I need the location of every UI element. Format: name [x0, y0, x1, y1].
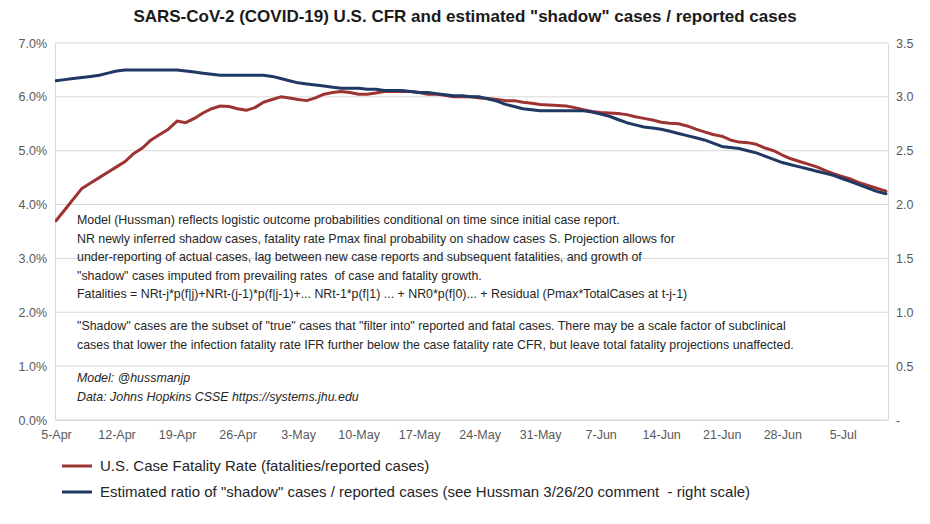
- tick: 17-May: [399, 420, 441, 442]
- annotation: under-reporting of actual cases, lag bet…: [77, 250, 642, 264]
- tick: 5.0%: [19, 144, 56, 158]
- y2ticks-axis-line: [888, 44, 889, 421]
- tick: 3.0%: [19, 252, 56, 266]
- tick-label: 3.0: [896, 90, 913, 104]
- tick-label: 10-May: [338, 428, 380, 442]
- tick-label: 2.5: [896, 144, 913, 158]
- tick: 3.5: [888, 37, 913, 51]
- tick: -: [888, 414, 900, 428]
- tick: 1.0: [888, 306, 913, 320]
- grid: [55, 43, 888, 420]
- annotation: Fatalities = NRt-j*p(f|j)+NRt-(j-1)*p(f|…: [77, 287, 687, 301]
- tick: 21-Jun: [703, 420, 741, 442]
- grid-line: [55, 366, 888, 367]
- tick-label: 2.0%: [19, 306, 48, 320]
- tick-label: 3.5: [896, 37, 913, 51]
- tick: 19-Apr: [159, 420, 197, 442]
- tick: 26-Apr: [219, 420, 257, 442]
- legend-swatch: [62, 491, 92, 494]
- background: [0, 0, 930, 524]
- tick-label: 3-May: [281, 428, 316, 442]
- annotations: Model (Hussman) reflects logistic outcom…: [77, 213, 794, 404]
- tick-label: 0.5: [896, 360, 913, 374]
- tick-label: 31-May: [520, 428, 562, 442]
- tick-label: 7.0%: [19, 37, 48, 51]
- tick: 24-May: [459, 420, 501, 442]
- tick: 12-Apr: [98, 420, 136, 442]
- legend-label: U.S. Case Fatality Rate (fatalities/repo…: [100, 457, 429, 474]
- tick-label: 24-May: [459, 428, 501, 442]
- annotation: Model (Hussman) reflects logistic outcom…: [77, 213, 620, 227]
- tick: 1.0%: [19, 360, 56, 374]
- tick: 0.0%: [19, 414, 56, 428]
- tick: 28-Jun: [764, 420, 802, 442]
- chart-container: SARS-CoV-2 (COVID-19) U.S. CFR and estim…: [0, 0, 930, 524]
- tick-label: 6.0%: [19, 90, 48, 104]
- tick-label: 4.0%: [19, 198, 48, 212]
- tick-label: 1.0%: [19, 360, 48, 374]
- tick: 2.5: [888, 144, 913, 158]
- grid-line: [55, 204, 888, 205]
- annotation: NR newly inferred shadow cases, fatality…: [77, 232, 675, 246]
- tick: 14-Jun: [643, 420, 681, 442]
- tick-label: 1.0: [896, 306, 913, 320]
- tick-label: 1.5: [896, 252, 913, 266]
- y2ticks-axis: - 0.5 1.0 1.5 2.0 2.5 3.0 3.5: [888, 37, 913, 428]
- tick-label: 19-Apr: [159, 428, 197, 442]
- tick: 5-Apr: [41, 420, 72, 442]
- grid-line: [55, 43, 888, 44]
- tick: 6.0%: [19, 90, 56, 104]
- tick-label: 5.0%: [19, 144, 48, 158]
- title: SARS-CoV-2 (COVID-19) U.S. CFR and estim…: [133, 7, 796, 26]
- tick-label: 7-Jun: [586, 428, 617, 442]
- tick: 0.5: [888, 360, 913, 374]
- annotation: cases that lower the infection fatality …: [77, 338, 794, 352]
- tick: 3-May: [281, 420, 316, 442]
- tick-label: 5-Apr: [41, 428, 72, 442]
- tick-label: 5-Jul: [830, 428, 857, 442]
- tick-label: 14-Jun: [643, 428, 681, 442]
- annotation: Model: @hussmanjp: [77, 371, 190, 385]
- legend-swatch: [62, 465, 92, 468]
- tick: 5-Jul: [830, 420, 857, 442]
- tick-label: 12-Apr: [98, 428, 136, 442]
- tick-label: 2.0: [896, 198, 913, 212]
- grid-line: [55, 420, 888, 421]
- x-axis: 5-Apr 12-Apr 19-Apr 26-Apr 3-May 10-May 17-May…: [41, 420, 886, 442]
- chart-svg: SARS-CoV-2 (COVID-19) U.S. CFR and estim…: [0, 0, 930, 524]
- annotation: Data: Johns Hopkins CSSE https://systems…: [77, 390, 359, 404]
- annotation: "Shadow" cases are the subset of "true" …: [77, 319, 786, 333]
- tick-label: 26-Apr: [219, 428, 257, 442]
- tick-label: 3.0%: [19, 252, 48, 266]
- legend-label: Estimated ratio of "shadow" cases / repo…: [100, 483, 750, 500]
- tick-label: -: [896, 414, 900, 428]
- tick: 2.0: [888, 198, 913, 212]
- tick: 4.0%: [19, 198, 56, 212]
- tick: 3.0: [888, 90, 913, 104]
- yticks-axis-line: [55, 44, 56, 421]
- tick: 31-May: [520, 420, 562, 442]
- annotation: "shadow" cases imputed from prevailing r…: [77, 269, 482, 283]
- tick: 10-May: [338, 420, 380, 442]
- plot-area: [56, 70, 886, 221]
- tick: 1.5: [888, 252, 913, 266]
- tick: 2.0%: [19, 306, 56, 320]
- tick-label: 17-May: [399, 428, 441, 442]
- legend: U.S. Case Fatality Rate (fatalities/repo…: [62, 457, 750, 500]
- tick: 7.0%: [19, 37, 56, 51]
- grid-line: [55, 312, 888, 313]
- tick-label: 28-Jun: [764, 428, 802, 442]
- series-line: [56, 70, 886, 194]
- tick-label: 21-Jun: [703, 428, 741, 442]
- grid-line: [55, 150, 888, 151]
- tick: 7-Jun: [586, 420, 617, 442]
- tick-label: 0.0%: [19, 414, 48, 428]
- x-axis-line: [57, 420, 887, 421]
- yticks-axis: 0.0% 1.0% 2.0% 3.0% 4.0% 5.0% 6.0% 7.0%: [19, 37, 56, 428]
